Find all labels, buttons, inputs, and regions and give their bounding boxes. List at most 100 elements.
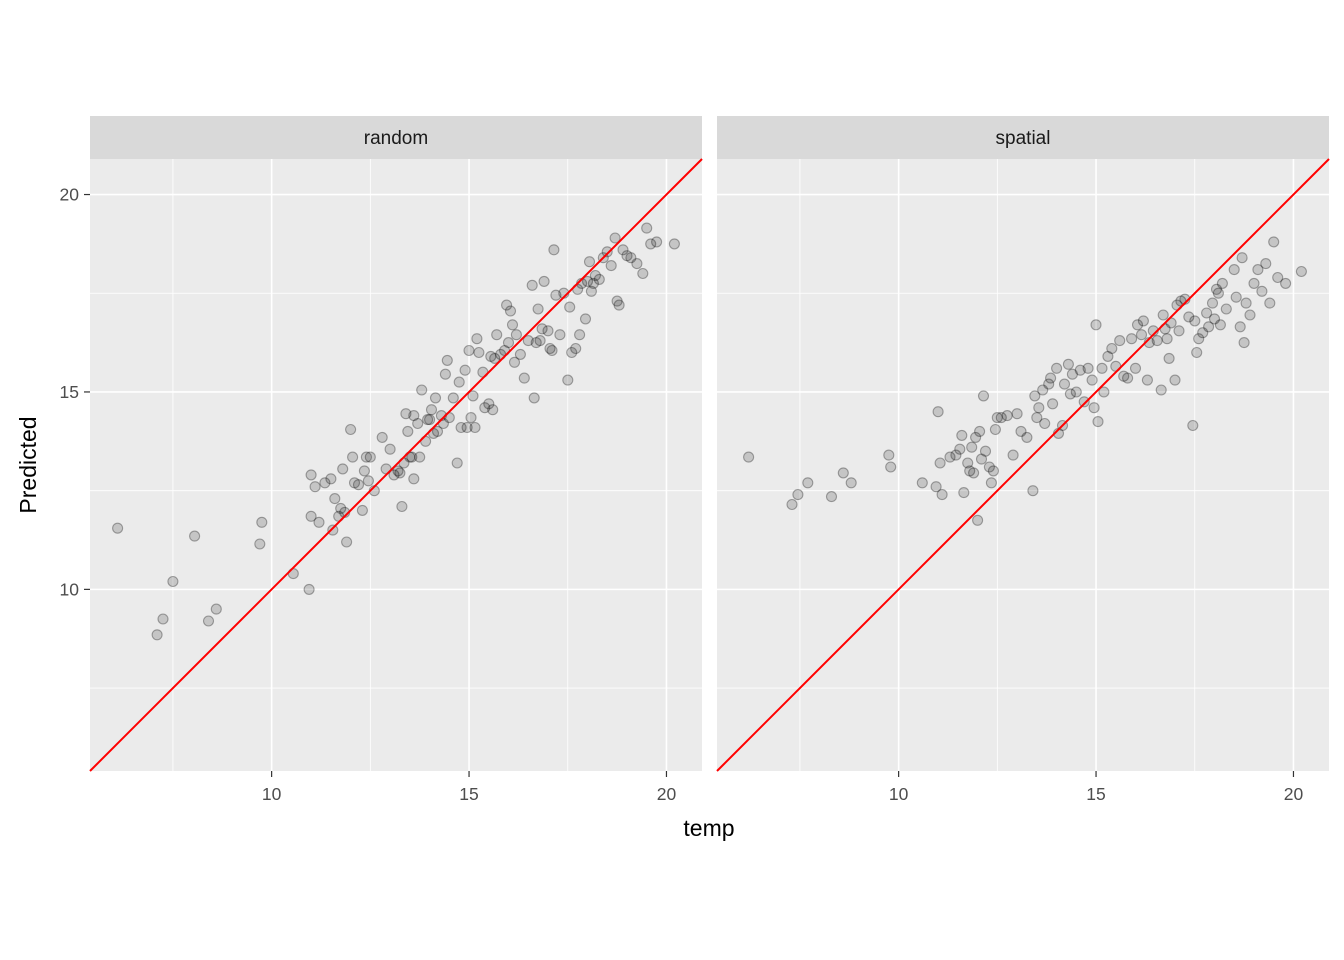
- x-axis-title: temp: [683, 815, 734, 841]
- data-point: [422, 414, 434, 426]
- data-point: [1183, 311, 1195, 323]
- data-point: [358, 465, 370, 477]
- data-point: [936, 489, 948, 501]
- data-point: [554, 329, 566, 341]
- facet-strip-label: spatial: [996, 128, 1051, 149]
- data-point: [396, 500, 408, 513]
- data-point: [335, 502, 347, 514]
- data-point: [303, 583, 315, 595]
- data-point: [1098, 386, 1110, 398]
- y-tick-label: 20: [60, 185, 80, 205]
- x-tick-label: 10: [262, 784, 282, 804]
- data-point: [356, 504, 368, 516]
- data-point: [1191, 346, 1203, 359]
- data-point: [1187, 419, 1199, 432]
- data-point: [964, 465, 976, 477]
- data-point: [189, 530, 201, 542]
- data-point: [408, 473, 420, 485]
- data-point: [1163, 352, 1175, 364]
- data-point: [1122, 372, 1134, 384]
- data-point: [400, 408, 412, 420]
- data-point: [1212, 287, 1224, 299]
- data-point: [1086, 374, 1098, 386]
- data-point: [424, 414, 436, 426]
- data-point: [1029, 390, 1041, 402]
- data-point: [1280, 277, 1292, 289]
- data-point: [1037, 384, 1049, 396]
- data-point: [327, 524, 339, 536]
- data-point: [1206, 297, 1219, 309]
- data-point: [402, 425, 414, 437]
- y-axis-title: Predicted: [15, 416, 41, 513]
- data-point: [944, 451, 956, 463]
- data-point: [637, 267, 649, 280]
- data-point: [1066, 368, 1078, 380]
- facet-strip-spatial: [717, 116, 1329, 159]
- data-point: [313, 516, 325, 528]
- data-point: [451, 457, 463, 469]
- data-point: [956, 429, 968, 441]
- data-point: [473, 346, 485, 359]
- data-point: [883, 449, 895, 461]
- data-point: [1264, 297, 1276, 309]
- data-point: [532, 303, 544, 315]
- data-point: [621, 250, 633, 262]
- data-point: [989, 423, 1001, 436]
- data-point: [566, 346, 578, 359]
- data-point: [972, 514, 984, 526]
- data-point: [414, 451, 426, 463]
- data-point: [1001, 410, 1013, 422]
- data-point: [974, 425, 986, 437]
- data-point: [583, 256, 596, 268]
- data-point: [441, 354, 453, 366]
- data-points: [743, 236, 1307, 526]
- identity-reference-line: [716, 158, 1330, 772]
- data-point: [1248, 277, 1260, 289]
- identity-reference-line: [89, 158, 703, 772]
- data-point: [916, 477, 928, 489]
- data-point: [406, 451, 418, 463]
- data-point: [1088, 402, 1100, 414]
- data-point: [1045, 372, 1057, 384]
- data-points: [112, 222, 680, 641]
- data-point: [1193, 333, 1205, 345]
- data-point: [469, 421, 481, 434]
- data-point: [1141, 374, 1153, 386]
- data-point: [408, 410, 420, 422]
- data-point: [631, 258, 643, 270]
- data-point: [453, 376, 465, 388]
- data-point: [1238, 337, 1250, 349]
- x-tick-label: 15: [459, 784, 478, 804]
- data-point: [459, 364, 471, 376]
- data-point: [256, 516, 268, 528]
- data-point: [954, 443, 966, 455]
- data-point: [1272, 271, 1284, 284]
- data-point: [991, 412, 1003, 424]
- gridlines: [717, 159, 1329, 771]
- data-point: [522, 335, 534, 347]
- data-point: [504, 305, 517, 317]
- data-point: [645, 238, 657, 250]
- data-point: [1230, 291, 1242, 303]
- data-point: [1058, 378, 1071, 390]
- data-point: [544, 342, 556, 355]
- data-point: [463, 344, 475, 357]
- data-point: [1295, 265, 1307, 278]
- data-point: [345, 423, 357, 436]
- data-point: [1135, 329, 1148, 341]
- data-point: [530, 337, 542, 349]
- data-point: [254, 538, 266, 550]
- data-point: [1151, 335, 1163, 347]
- data-point: [431, 425, 444, 437]
- data-point: [564, 301, 576, 313]
- data-point: [930, 481, 942, 493]
- data-point: [1157, 309, 1169, 321]
- data-point: [384, 443, 396, 455]
- data-point: [885, 461, 897, 473]
- data-point: [979, 445, 992, 457]
- data-point: [1197, 327, 1209, 339]
- data-point: [1214, 319, 1226, 331]
- data-point: [425, 404, 438, 416]
- data-point: [319, 477, 331, 489]
